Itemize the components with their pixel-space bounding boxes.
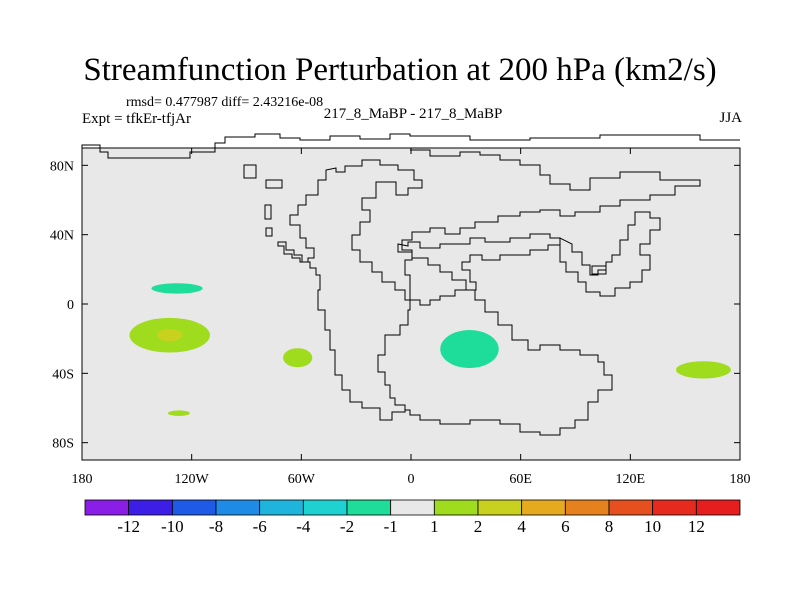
colorbar-label: -6 xyxy=(253,517,267,536)
lat-tick-label: 80N xyxy=(50,159,74,174)
colorbar-box-6 xyxy=(346,499,392,516)
colorbar-box-4 xyxy=(259,499,304,516)
colorbar-label: -10 xyxy=(161,517,184,536)
lat-tick-label: 0 xyxy=(67,298,74,313)
anomaly-contour-2 xyxy=(156,329,183,342)
runs-label: 217_8_MaBP - 217_8_MaBP xyxy=(323,106,503,122)
anomaly-contour-6 xyxy=(167,410,190,416)
colorbar-label: 12 xyxy=(688,517,705,536)
colorbar-box-2 xyxy=(171,499,217,516)
colorbar: -12 -10 -8 -6 -4 -2 -1 1 2 4 6 8 10 12 xyxy=(84,499,741,536)
colorbar-label: 6 xyxy=(561,517,570,536)
lon-tick-label: 120W xyxy=(175,472,210,487)
lon-tick-label: 0 xyxy=(408,472,415,487)
colorbar-box-1 xyxy=(128,499,173,516)
colorbar-box-13 xyxy=(652,499,697,516)
colorbar-box-3 xyxy=(215,499,261,516)
season-label: JJA xyxy=(719,110,742,126)
colorbar-box-0 xyxy=(84,499,130,516)
lon-tick-label: 120E xyxy=(616,472,646,487)
colorbar-label: -2 xyxy=(340,517,354,536)
lat-tick-label: 40S xyxy=(52,367,74,382)
anomaly-contour-5 xyxy=(676,361,731,379)
lat-tick-label: 40N xyxy=(50,229,74,244)
experiment-label: Expt = tfkEr-tfjAr xyxy=(82,111,191,127)
colorbar-box-12 xyxy=(608,499,654,516)
colorbar-box-5 xyxy=(302,499,348,516)
colorbar-label: 10 xyxy=(644,517,661,536)
colorbar-label: 8 xyxy=(605,517,614,536)
colorbar-label: -4 xyxy=(296,517,311,536)
lon-ticks: 180 120W 60W 0 60E 120E 180 xyxy=(72,148,751,487)
lon-tick-label: 180 xyxy=(730,472,751,487)
colorbar-label: 4 xyxy=(517,517,526,536)
lon-tick-label: 180 xyxy=(72,472,93,487)
colorbar-label: 2 xyxy=(474,517,483,536)
colorbar-label: -1 xyxy=(384,517,398,536)
lon-tick-label: 60W xyxy=(288,472,316,487)
lon-tick-label: 60E xyxy=(509,472,532,487)
lat-tick-label: 80S xyxy=(52,437,74,452)
coastlines xyxy=(81,133,740,436)
colorbar-box-11 xyxy=(564,499,610,516)
colorbar-label: -8 xyxy=(209,517,223,536)
colorbar-label: 1 xyxy=(430,517,439,536)
colorbar-box-7 xyxy=(390,499,435,516)
anomaly-contour-4 xyxy=(440,330,499,369)
lat-ticks: 80N 40N 0 40S 80S xyxy=(50,159,740,452)
colorbar-box-10 xyxy=(521,499,566,516)
colorbar-box-14 xyxy=(695,499,741,516)
colorbar-box-9 xyxy=(477,499,523,516)
anomaly-contour-3 xyxy=(283,348,313,368)
stats-line: rmsd= 0.477987 diff= 2.43216e-08 xyxy=(126,95,324,110)
colorbar-label: -12 xyxy=(117,517,140,536)
anomaly-layer xyxy=(129,283,731,416)
anomaly-contour-0 xyxy=(151,283,203,294)
page-title: Streamfunction Perturbation at 200 hPa (… xyxy=(83,52,717,88)
colorbar-box-8 xyxy=(433,499,479,516)
